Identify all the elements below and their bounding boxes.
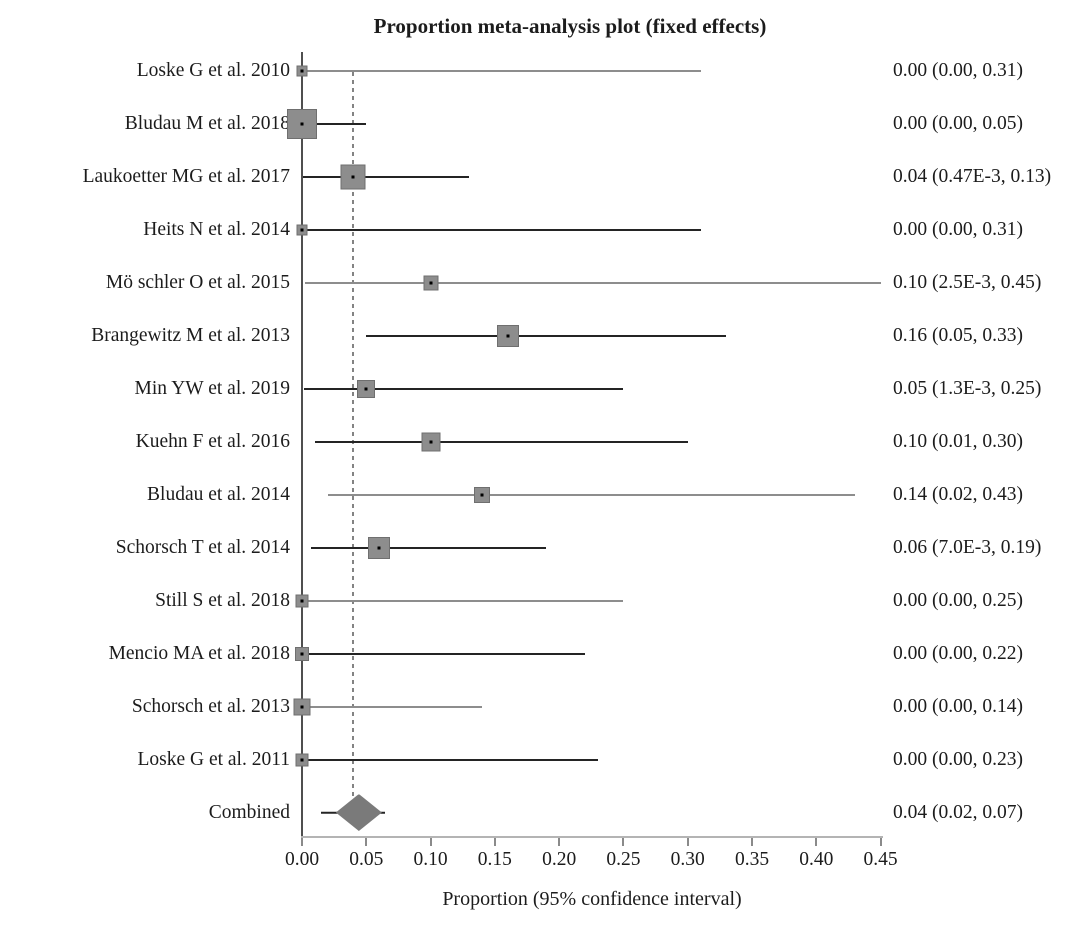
x-tick-label: 0.00: [284, 849, 320, 870]
y-axis-line: [301, 52, 303, 838]
point-dot: [364, 387, 368, 390]
study-label: Loske G et al. 2011: [137, 748, 290, 770]
value-label: 0.04 (0.02, 0.07): [893, 801, 1023, 823]
ci-line: [311, 546, 547, 549]
study-label: Mö schler O et al. 2015: [105, 271, 290, 293]
pooled-estimate-dashed-line: [352, 72, 355, 798]
x-tick-label: 0.45: [863, 849, 898, 870]
chart-title: Proportion meta-analysis plot (fixed eff…: [373, 14, 767, 38]
ci-line: [302, 228, 701, 231]
x-tick-label: 0.35: [734, 849, 770, 870]
study-label: Still S et al. 2018: [155, 589, 290, 611]
point-dot: [429, 281, 433, 284]
x-tick: [622, 838, 625, 846]
ci-line: [302, 69, 701, 72]
weight-marker: [340, 164, 366, 189]
point-dot: [300, 705, 304, 708]
point-dot: [480, 493, 484, 496]
x-tick: [815, 838, 818, 846]
point-dot: [300, 69, 304, 72]
value-label: 0.16 (0.05, 0.33): [893, 324, 1023, 346]
ci-line: [366, 334, 727, 337]
x-tick-label: 0.20: [542, 849, 577, 870]
value-label: 0.10 (0.01, 0.30): [893, 430, 1023, 452]
value-label: 0.00 (0.00, 0.23): [893, 748, 1023, 770]
x-tick-label: 0.05: [349, 849, 384, 870]
ci-line: [302, 652, 585, 655]
x-axis-label: Proportion (95% confidence interval): [442, 888, 742, 910]
x-tick: [301, 838, 303, 846]
value-label: 0.00 (0.00, 0.31): [893, 218, 1023, 240]
study-label: Min YW et al. 2019: [134, 377, 290, 399]
x-tick-label: 0.40: [799, 849, 834, 870]
value-label: 0.05 (1.3E-3, 0.25): [893, 377, 1042, 399]
value-label: 0.00 (0.00, 0.31): [893, 59, 1023, 81]
study-label: Laukoetter MG et al. 2017: [82, 165, 290, 187]
value-label: 0.00 (0.00, 0.05): [893, 112, 1023, 134]
study-label: Brangewitz M et al. 2013: [91, 324, 290, 346]
value-label: 0.04 (0.47E-3, 0.13): [893, 165, 1052, 187]
ci-line: [302, 758, 598, 761]
point-dot: [300, 599, 304, 602]
value-label: 0.00 (0.00, 0.22): [893, 642, 1023, 664]
point-dot: [506, 334, 510, 337]
x-axis-line: [301, 836, 883, 838]
ci-line: [303, 387, 624, 390]
study-label: Bludau M et al. 2018: [124, 112, 290, 134]
x-tick-label: 0.15: [477, 849, 512, 870]
ci-line: [302, 705, 482, 708]
combined-label: Combined: [208, 801, 290, 823]
point-dot: [377, 546, 381, 549]
point-dot: [300, 228, 304, 231]
ci-line: [302, 122, 367, 125]
ci-line: [302, 175, 470, 178]
value-label: 0.10 (2.5E-3, 0.45): [893, 271, 1042, 293]
study-label: Bludau et al. 2014: [147, 483, 290, 505]
point-dot: [429, 440, 433, 443]
x-tick: [686, 838, 689, 846]
x-tick-label: 0.30: [670, 849, 705, 870]
combined-diamond: [335, 794, 382, 831]
x-tick: [751, 838, 754, 846]
point-dot: [300, 122, 304, 125]
point-dot: [351, 175, 355, 178]
x-tick: [365, 838, 368, 846]
value-label: 0.06 (7.0E-3, 0.19): [893, 536, 1042, 558]
value-label: 0.00 (0.00, 0.25): [893, 589, 1023, 611]
ci-line: [305, 281, 881, 284]
study-label: Schorsch T et al. 2014: [115, 536, 290, 558]
ci-line: [302, 599, 624, 602]
value-label: 0.14 (0.02, 0.43): [893, 483, 1023, 505]
ci-line: [327, 493, 855, 496]
value-label: 0.00 (0.00, 0.14): [893, 695, 1023, 717]
study-label: Loske G et al. 2010: [136, 59, 290, 81]
x-tick: [429, 838, 432, 846]
study-label: Heits N et al. 2014: [143, 218, 290, 240]
study-label: Mencio MA et al. 2018: [108, 642, 290, 664]
x-tick-label: 0.25: [606, 849, 641, 870]
study-label: Schorsch et al. 2013: [131, 695, 290, 717]
x-tick: [493, 838, 496, 846]
point-dot: [300, 652, 304, 655]
x-tick: [558, 838, 561, 846]
x-tick: [879, 838, 882, 846]
point-dot: [300, 758, 304, 761]
study-label: Kuehn F et al. 2016: [135, 430, 290, 452]
x-tick-label: 0.10: [413, 849, 448, 870]
ci-line: [314, 440, 688, 443]
